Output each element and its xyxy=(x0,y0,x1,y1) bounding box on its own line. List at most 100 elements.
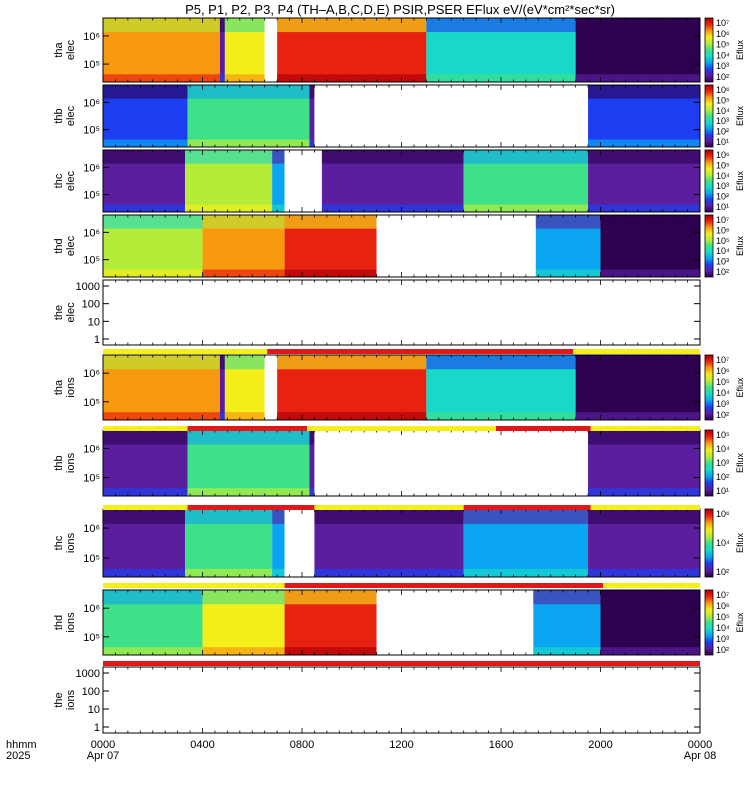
colorbar xyxy=(704,589,714,656)
spectrogram-band-low xyxy=(309,488,315,496)
y-tick-label: 10⁶ xyxy=(83,368,100,380)
colorbar-tick-label: 10⁴ xyxy=(716,246,730,256)
spectrogram-band-low xyxy=(533,647,601,655)
panel-probe-label: the xyxy=(53,692,65,707)
y-tick-label: 10⁶ xyxy=(83,162,100,174)
spectrogram-band-high xyxy=(103,590,203,605)
spectrogram-band-low xyxy=(219,74,225,82)
colorbar-tick-label: 10⁴ xyxy=(716,444,730,454)
spectrogram-band-high xyxy=(277,355,427,370)
spectrogram-band-high xyxy=(600,215,700,229)
colorbar-tick-label: 10³ xyxy=(716,116,729,126)
spectrogram-block xyxy=(219,355,225,420)
spectrogram-band-low xyxy=(588,488,700,496)
mode-bar xyxy=(103,583,700,588)
colorbar-tick-label: 10⁵ xyxy=(716,160,730,170)
spectrogram-band-high xyxy=(202,590,285,605)
y-tick-label: 10⁵ xyxy=(83,190,100,202)
spectrogram-band-low xyxy=(309,139,315,147)
colorbar-tick-label: 10⁶ xyxy=(716,601,730,611)
spectrogram-band-high xyxy=(224,355,265,370)
mode-bar-ready xyxy=(103,505,700,510)
y-tick-label: 10⁵ xyxy=(83,255,100,267)
spectrogram-band-high xyxy=(426,355,576,370)
colorbar-label: Eflux xyxy=(735,532,745,553)
figure-title: P5, P1, P2, P3, P4 (TH–A,B,C,D,E) PSIR,P… xyxy=(185,2,615,17)
colorbar-tick-label: 10² xyxy=(716,192,729,202)
panel-probe-label: thc xyxy=(53,535,65,550)
colorbar-tick-label: 10⁶ xyxy=(716,29,730,39)
data-gap xyxy=(314,430,589,496)
x-tick-label: 1200 xyxy=(389,739,413,751)
spectrogram-band-high xyxy=(321,150,464,164)
colorbar-label: Eflux xyxy=(735,39,745,60)
spectrogram-band-low xyxy=(600,647,700,655)
spectrogram-band-high xyxy=(272,150,285,164)
spectrogram-band-high xyxy=(588,430,700,445)
data-gap xyxy=(376,215,536,277)
colorbar xyxy=(704,354,714,421)
colorbar xyxy=(704,214,714,278)
spectrogram-band-low xyxy=(284,269,377,277)
x-tick-label: 0000 xyxy=(91,739,115,751)
mode-bar xyxy=(103,505,700,510)
y-tick-label: 10⁵ xyxy=(83,59,100,71)
panel-species-label: ions xyxy=(65,377,77,398)
spectrogram-band-high xyxy=(600,590,700,605)
spectrogram-band-high xyxy=(103,85,188,99)
y-tick-label: 10 xyxy=(88,316,100,328)
x-axis-row-label: hhmm xyxy=(6,739,37,751)
panel-species-label: elec xyxy=(65,235,77,256)
colorbar-tick-label: 10¹ xyxy=(716,202,729,212)
spectrogram-block xyxy=(272,150,285,212)
spectrogram-band-low xyxy=(277,74,427,82)
colorbar-tick-label: 10⁵ xyxy=(716,236,730,246)
spectrogram-band-low xyxy=(277,412,427,420)
data-gap xyxy=(284,509,315,577)
spectrogram-band-high xyxy=(224,18,265,33)
panel-species-label: elec xyxy=(65,302,77,323)
spectrogram-band-low xyxy=(187,488,310,496)
panel-species-label: ions xyxy=(65,612,77,633)
spectrogram-band-high xyxy=(575,18,700,33)
spectrogram-band-high xyxy=(535,215,601,229)
x-tick-label: 0800 xyxy=(290,739,314,751)
spectrogram-band-low xyxy=(224,412,265,420)
colorbar-tick-label: 10⁴ xyxy=(716,623,730,633)
colorbar-tick-label: 10³ xyxy=(716,399,729,409)
mode-bar-active xyxy=(103,661,700,666)
colorbar-tick-label: 10³ xyxy=(716,257,729,267)
spectrogram-band-high xyxy=(103,355,220,370)
spectrogram-band-high xyxy=(103,509,186,524)
colorbar-tick-label: 10⁷ xyxy=(716,590,729,600)
mode-bar-active xyxy=(463,505,591,510)
panel-probe-label: thd xyxy=(53,238,65,253)
colorbar xyxy=(704,149,714,213)
colorbar-tick-label: 10¹ xyxy=(716,137,729,147)
colorbar-label: Eflux xyxy=(735,452,745,473)
colorbar-tick-label: 10⁴ xyxy=(716,388,730,398)
panel-species-label: ions xyxy=(65,452,77,473)
colorbar-tick-label: 10² xyxy=(716,127,729,137)
y-tick-label: 10⁶ xyxy=(83,227,100,239)
mode-bar xyxy=(103,661,700,666)
colorbar-tick-label: 10⁴ xyxy=(716,538,730,548)
spectrogram-block xyxy=(219,18,225,82)
colorbar-tick-label: 10⁶ xyxy=(716,85,730,95)
spectrogram-band-high xyxy=(309,430,315,445)
y-tick-label: 10⁵ xyxy=(83,553,100,565)
spectrogram-band-high xyxy=(533,590,601,605)
spectrogram-band-low xyxy=(463,568,589,577)
spectrogram-band-low xyxy=(314,568,464,577)
colorbar-tick-label: 10³ xyxy=(716,634,729,644)
panel-probe-label: thc xyxy=(53,173,65,188)
panel-probe-label: tha xyxy=(53,41,65,57)
x-date-label: Apr 08 xyxy=(684,750,716,762)
colorbar-tick-label: 10⁵ xyxy=(716,612,730,622)
data-gap xyxy=(264,18,278,82)
spectrogram-band-high xyxy=(185,150,273,164)
